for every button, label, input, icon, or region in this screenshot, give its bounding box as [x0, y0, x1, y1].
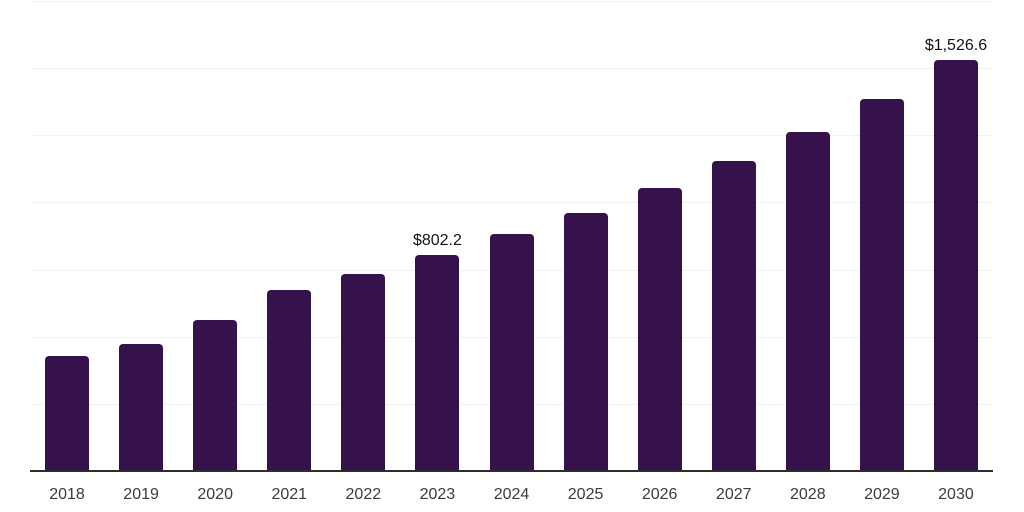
bar-2024 — [489, 234, 534, 470]
bar-2021 — [267, 289, 312, 470]
gridline-1250 — [30, 135, 993, 137]
bar-2022 — [341, 273, 386, 470]
bar-2020 — [193, 320, 238, 470]
x-axis-line — [30, 470, 993, 472]
gridline-1500 — [30, 68, 993, 70]
x-tick-label-2018: 2018 — [49, 486, 85, 503]
gridline-1750 — [30, 1, 993, 2]
x-tick-label-2023: 2023 — [419, 486, 456, 503]
x-tick-label-2027: 2027 — [715, 486, 752, 503]
bar-2028 — [785, 131, 830, 470]
x-tick-label-2026: 2026 — [641, 486, 678, 503]
bar-2019 — [119, 343, 164, 470]
bar-2023 — [415, 254, 460, 470]
plot-area: $802.2 $1,526.6 — [30, 1, 993, 472]
x-tick-label-2025: 2025 — [567, 486, 604, 503]
bar-value-label-2030: $1,526.6 — [924, 37, 988, 54]
x-tick-label-2030: 2030 — [938, 486, 974, 503]
x-tick-label-2022: 2022 — [345, 486, 382, 503]
bar-2018 — [45, 355, 90, 470]
x-axis-labels: 2018 2019 2020 2021 2022 2023 2024 2025 2026 2027… — [30, 484, 993, 506]
bar-2029 — [859, 98, 904, 470]
bar-2030 — [933, 60, 978, 470]
x-tick-label-2028: 2028 — [790, 486, 826, 503]
bar-value-label-2023: $802.2 — [412, 231, 462, 249]
bar-2027 — [711, 161, 756, 470]
x-tick-label-2021: 2021 — [271, 486, 308, 503]
gridline-1000 — [30, 202, 993, 204]
x-tick-label-2020: 2020 — [197, 486, 233, 503]
bar-2026 — [637, 188, 682, 470]
bar-2025 — [563, 212, 608, 470]
x-tick-label-2019: 2019 — [123, 486, 159, 503]
x-tick-label-2029: 2029 — [864, 486, 900, 503]
x-tick-label-2024: 2024 — [493, 486, 530, 503]
